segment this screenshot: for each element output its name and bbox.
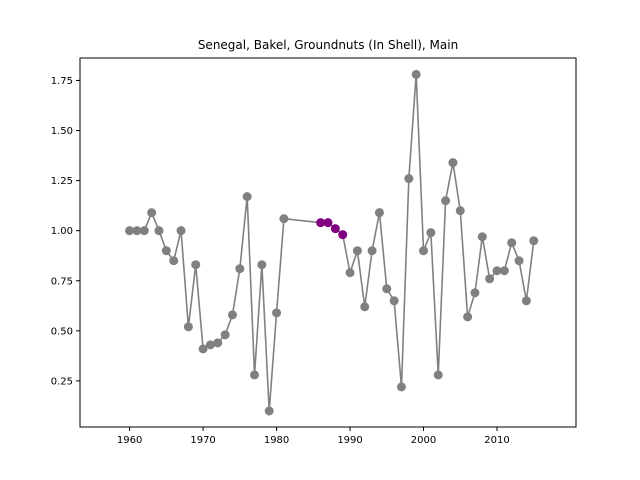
highlighted-data-point bbox=[330, 224, 340, 234]
data-point bbox=[272, 308, 282, 318]
data-point bbox=[213, 338, 223, 348]
data-point bbox=[521, 296, 531, 306]
x-tick-label: 1960 bbox=[117, 435, 142, 446]
data-point bbox=[125, 226, 135, 236]
y-tick-label: 1.00 bbox=[51, 226, 73, 237]
data-point bbox=[250, 370, 260, 380]
data-point bbox=[257, 260, 267, 270]
highlighted-data-point bbox=[323, 218, 333, 228]
data-point bbox=[441, 196, 451, 206]
data-point bbox=[345, 268, 355, 278]
data-point bbox=[147, 208, 157, 218]
data-point bbox=[176, 226, 186, 236]
data-point bbox=[470, 288, 480, 298]
data-point bbox=[264, 406, 274, 416]
y-tick-label: 0.25 bbox=[51, 376, 73, 387]
axis-ticks: 1960 1970 1980 1990 2000 2010 0.25 0.50 0.75 1.00… bbox=[51, 76, 510, 446]
y-tick-label: 1.25 bbox=[51, 176, 73, 187]
data-point bbox=[382, 284, 392, 294]
data-point bbox=[426, 228, 436, 238]
y-tick-label: 0.75 bbox=[51, 276, 73, 287]
x-tick-label: 1980 bbox=[264, 435, 289, 446]
y-tick-label: 1.75 bbox=[51, 76, 73, 87]
data-point bbox=[492, 266, 502, 276]
data-point bbox=[183, 322, 193, 332]
highlighted-data-point bbox=[338, 230, 348, 240]
data-point bbox=[169, 256, 179, 266]
data-point bbox=[235, 264, 245, 274]
series-line bbox=[129, 73, 535, 412]
x-tick-label: 1970 bbox=[190, 435, 215, 446]
data-point bbox=[499, 266, 509, 276]
data-point bbox=[367, 246, 377, 256]
data-point bbox=[279, 214, 289, 224]
y-tick-label: 1.50 bbox=[51, 126, 73, 137]
data-point bbox=[411, 69, 421, 79]
data-point bbox=[198, 344, 208, 354]
data-point bbox=[514, 256, 524, 266]
highlighted-data-point bbox=[316, 218, 326, 228]
data-point bbox=[389, 296, 399, 306]
data-point bbox=[485, 274, 495, 284]
data-point bbox=[242, 192, 252, 202]
data-point bbox=[360, 302, 370, 312]
data-point bbox=[455, 206, 465, 216]
data-point bbox=[161, 246, 171, 256]
data-point bbox=[463, 312, 473, 322]
data-point bbox=[227, 310, 237, 320]
y-tick-label: 0.50 bbox=[51, 326, 73, 337]
data-point bbox=[477, 232, 487, 242]
data-point bbox=[154, 226, 164, 236]
data-point bbox=[433, 370, 443, 380]
chart-title: Senegal, Bakel, Groundnuts (In Shell), M… bbox=[198, 38, 458, 52]
data-point bbox=[220, 330, 230, 340]
data-point bbox=[374, 208, 384, 218]
x-tick-label: 2000 bbox=[411, 435, 436, 446]
data-point bbox=[191, 260, 201, 270]
data-point bbox=[419, 246, 429, 256]
x-tick-label: 2010 bbox=[484, 435, 509, 446]
plot-data bbox=[125, 69, 539, 416]
data-point bbox=[396, 382, 406, 392]
data-point bbox=[139, 226, 149, 236]
data-point bbox=[205, 340, 215, 350]
data-point bbox=[529, 236, 539, 246]
data-point bbox=[132, 226, 142, 236]
data-point bbox=[404, 174, 414, 184]
data-point bbox=[507, 238, 517, 248]
plot-frame bbox=[79, 57, 577, 428]
data-point bbox=[352, 246, 362, 256]
x-tick-label: 1990 bbox=[337, 435, 362, 446]
data-point bbox=[448, 158, 458, 168]
